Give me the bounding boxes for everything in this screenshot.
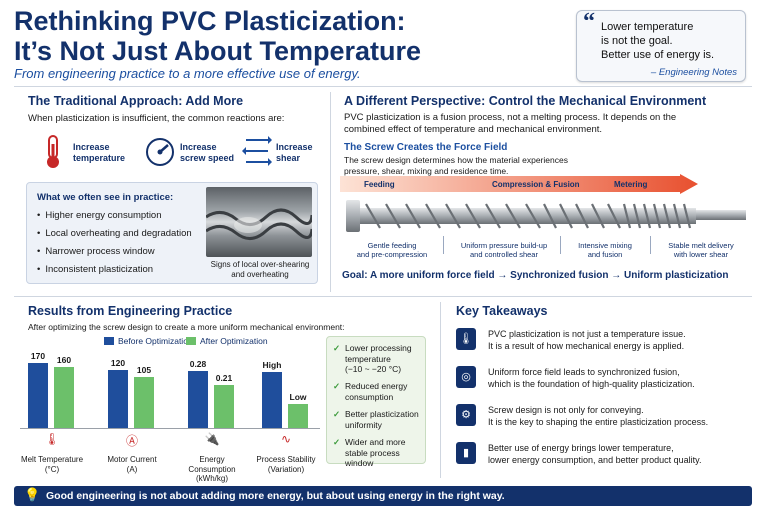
stage-divider	[650, 236, 651, 254]
chart-data-label: Low	[289, 391, 307, 402]
footer-text: Good engineering is not about adding mor…	[46, 490, 505, 502]
quote-line-2: is not the goal.	[601, 35, 673, 47]
quote-mark-icon: “	[583, 9, 595, 35]
thermometer-icon	[47, 135, 59, 168]
chart-baseline	[20, 428, 320, 429]
takeaways-heading: Key Takeaways	[456, 304, 548, 318]
chart-category-label: Melt Temperature (°C)	[20, 455, 84, 474]
force-field-heading: The Screw Creates the Force Field	[344, 142, 508, 153]
shear-arrows-icon	[242, 136, 272, 166]
screw-icon: ⚙	[456, 404, 476, 426]
legend-before: Before Optimization	[118, 336, 193, 346]
goal-statement: Goal: A more uniform force field → Synch…	[342, 270, 729, 281]
divider	[330, 92, 331, 292]
reaction-label: Increase screw speed	[180, 142, 235, 163]
chart-category-label: Process Stability (Variation)	[256, 455, 316, 474]
photo-caption: Signs of local over-shearing and overhea…	[210, 260, 310, 279]
footer-banner	[14, 486, 752, 506]
stage-label: Gentle feeding and pre-compression	[356, 241, 428, 259]
chart-category-label: Motor Current (A)	[107, 455, 157, 474]
force-field-text: The screw design determines how the mate…	[344, 155, 568, 176]
chart-bar	[54, 367, 74, 428]
results-chart: 170 160 🌡 Melt Temperature (°C) 120 105 Ⓐ Motor …	[0, 0, 330, 484]
results-heading: Results from Engineering Practice	[28, 304, 233, 318]
stage-label: Intensive mixing and fusion	[578, 241, 632, 259]
target-icon: ◎	[456, 366, 476, 388]
page-title: Rethinking PVC Plasticization: It’s Not …	[14, 6, 574, 66]
chart-data-label: 105	[136, 365, 152, 375]
check-icon: ✓	[333, 437, 341, 447]
chart-bar	[214, 385, 234, 428]
chart-bar	[188, 370, 208, 428]
zone-arrow	[340, 174, 698, 194]
check-icon: ✓	[333, 343, 341, 353]
legend-swatch-after	[186, 337, 196, 345]
quote-line-1: Lower temperature	[601, 21, 694, 33]
chart-bar	[262, 372, 282, 428]
benefit-item: ✓ Better plasticization uniformity	[333, 409, 419, 430]
benefit-item: ✓ Reduced energy consumption	[333, 381, 408, 402]
quote-line-3: Better use of energy is.	[601, 49, 715, 61]
check-icon: ✓	[333, 381, 341, 391]
reaction-label: Increase temperature	[73, 142, 126, 163]
legend-after: After Optimization	[200, 336, 268, 346]
zone-metering: Metering	[614, 180, 648, 189]
legend-swatch-before	[104, 337, 114, 345]
thermometer-icon: 🌡	[44, 432, 60, 446]
chart-bar	[134, 377, 154, 428]
wave-icon: ∿	[280, 432, 292, 446]
quote-attribution: – Engineering Notes	[650, 67, 737, 78]
chart-bar	[108, 369, 128, 428]
practice-heading: What we often see in practice:	[37, 192, 174, 203]
benefits-box: ✓ Lower processing temperature (−10 ~ −2…	[326, 336, 426, 468]
thermometer-icon: 🌡	[456, 328, 476, 350]
chart-data-label: 160	[56, 355, 72, 366]
zone-feeding: Feeding	[364, 180, 395, 189]
zone-compression: Compression & Fusion	[492, 180, 580, 189]
chart-data-label: High	[262, 360, 282, 371]
takeaway-item: Better use of energy brings lower temper…	[488, 443, 702, 465]
takeaway-item: PVC plasticization is not just a tempera…	[488, 329, 686, 351]
divider	[440, 302, 441, 478]
practice-item: Narrower process window	[37, 246, 154, 257]
takeaway-item: Uniform force field leads to synchronize…	[488, 367, 695, 389]
gauge-icon	[146, 138, 174, 166]
chart-data-label: 120	[110, 357, 126, 368]
chart-data-label: 0.21	[215, 373, 233, 384]
divider	[14, 296, 752, 297]
bar-chart-icon: ▮	[456, 442, 476, 464]
quote-box: “ Lower temperature is not the goal. Bet…	[576, 9, 746, 82]
stage-label: Uniform pressure build-up and controlled…	[460, 241, 548, 259]
page-subtitle: From engineering practice to a more effe…	[14, 66, 361, 81]
benefit-item: ✓ Wider and more stable process window	[333, 437, 406, 468]
practice-item: Local overheating and degradation	[37, 228, 191, 239]
title-line-2: It’s Not Just About Temperature	[14, 36, 422, 66]
screw-damage-photo	[206, 187, 312, 257]
results-intro: After optimizing the screw design to cre…	[28, 322, 345, 332]
title-line-1: Rethinking PVC Plasticization:	[14, 6, 406, 36]
chart-bar	[288, 403, 308, 428]
reaction-label: Increase shear	[276, 142, 313, 163]
check-icon: ✓	[333, 409, 341, 419]
lightbulb-icon: 💡	[24, 487, 41, 502]
chart-data-label: 170	[30, 351, 46, 362]
stage-label: Stable melt delivery with lower shear	[668, 241, 734, 259]
practice-item: Inconsistent plasticization	[37, 264, 153, 275]
perspective-intro: PVC plasticization is a fusion process, …	[344, 112, 677, 135]
takeaway-item: Screw design is not only for conveying. …	[488, 405, 709, 427]
perspective-heading: A Different Perspective: Control the Mec…	[344, 94, 707, 108]
stage-divider	[560, 236, 561, 254]
chart-bar	[28, 363, 48, 428]
ammeter-icon: Ⓐ	[125, 434, 138, 448]
stage-divider	[443, 236, 444, 254]
plug-icon: 🔌	[204, 432, 220, 446]
chart-data-label: 0.28	[189, 358, 207, 369]
benefit-item: ✓ Lower processing temperature (−10 ~ −2…	[333, 343, 412, 374]
chart-category-label: Energy Consumption (kWh/kg)	[188, 455, 236, 483]
traditional-intro: When plasticization is insufficient, the…	[28, 113, 285, 124]
divider	[14, 86, 752, 87]
practice-item: Higher energy consumption	[37, 210, 161, 221]
traditional-heading: The Traditional Approach: Add More	[28, 94, 244, 108]
screw-diagram	[346, 200, 746, 232]
